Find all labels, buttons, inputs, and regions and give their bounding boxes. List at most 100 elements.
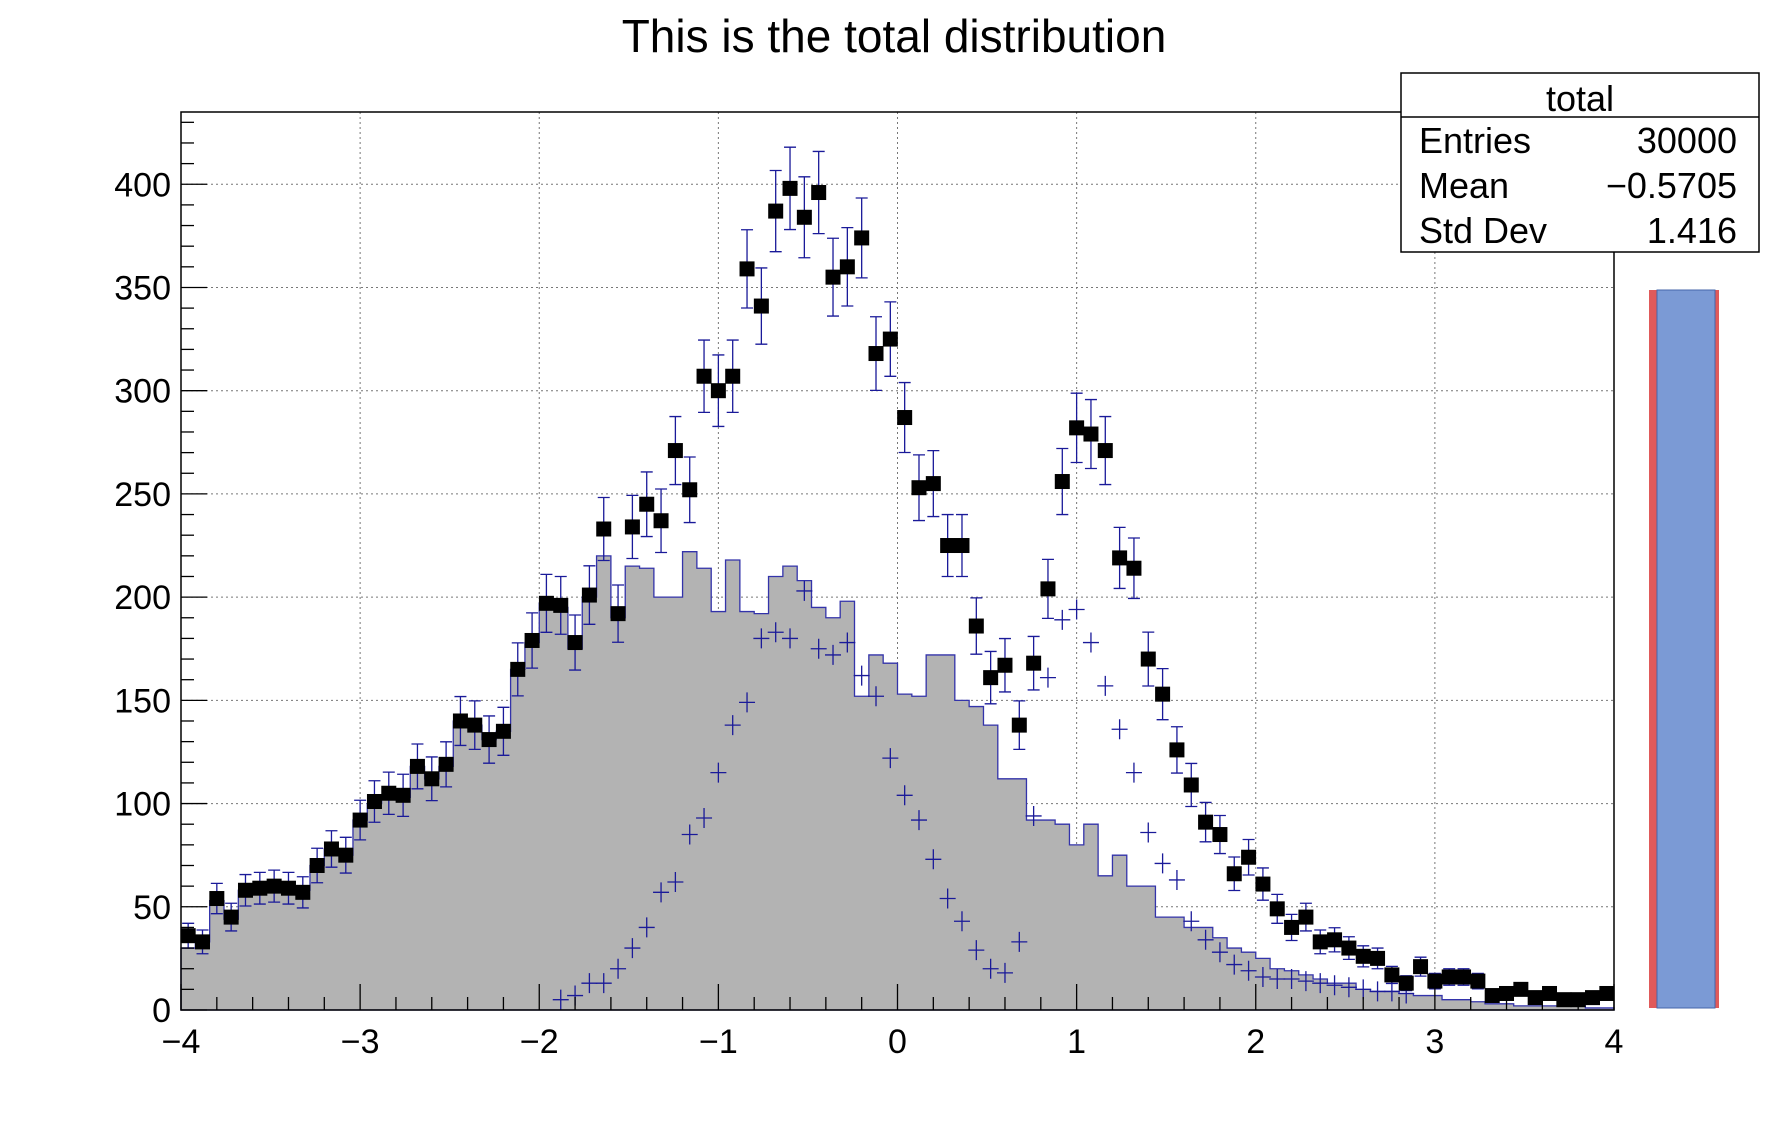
cross-marker	[1269, 969, 1286, 990]
cross-marker	[1297, 971, 1314, 992]
square-marker	[911, 480, 927, 496]
y-tick-label: 100	[114, 786, 171, 824]
x-tick-label: 4	[1605, 1023, 1624, 1061]
square-marker	[1241, 849, 1257, 865]
square-marker	[1384, 967, 1400, 983]
square-marker	[1026, 655, 1042, 671]
y-tick-label: 50	[133, 889, 171, 927]
square-marker	[381, 785, 397, 801]
x-tick-label: −4	[162, 1023, 201, 1061]
cross-marker	[925, 849, 942, 870]
cross-marker	[724, 715, 741, 736]
cross-marker	[882, 748, 899, 769]
square-marker	[352, 812, 368, 828]
filled-step-series	[180, 551, 1615, 1011]
square-marker	[868, 346, 884, 362]
x-tick-label: −3	[341, 1023, 380, 1061]
square-marker	[1470, 973, 1486, 989]
stats-stddev-value: 1.416	[1647, 210, 1737, 251]
square-marker	[395, 787, 411, 803]
cross-marker	[1240, 960, 1257, 981]
cross-marker	[1068, 599, 1085, 620]
square-marker	[1083, 426, 1099, 442]
cross-marker	[1039, 667, 1056, 688]
square-marker	[696, 368, 712, 384]
square-marker	[452, 713, 468, 729]
square-marker	[1054, 474, 1070, 490]
square-marker	[338, 847, 354, 863]
cross-marker	[1140, 822, 1157, 843]
square-marker	[796, 209, 812, 225]
cross-marker	[653, 882, 670, 903]
cross-marker	[552, 989, 569, 1010]
cross-marker	[853, 665, 870, 686]
square-marker	[1355, 948, 1371, 964]
square-marker	[280, 880, 296, 896]
y-tick-label: 0	[152, 992, 171, 1030]
palette-bar-fill	[1656, 289, 1716, 1009]
stats-mean-value: −0.5705	[1606, 165, 1737, 206]
stats-box-frame	[1400, 72, 1760, 253]
cross-marker	[1097, 675, 1114, 696]
square-marker	[553, 597, 569, 613]
square-marker	[209, 891, 225, 907]
square-marker	[1527, 990, 1543, 1006]
square-marker	[1327, 932, 1343, 948]
square-marker	[1370, 950, 1386, 966]
cross-marker	[667, 872, 684, 893]
square-marker	[266, 878, 282, 894]
square-marker	[610, 606, 626, 622]
square-marker	[194, 934, 210, 950]
square-marker	[710, 383, 726, 399]
square-marker	[1585, 990, 1601, 1006]
square-marker	[481, 732, 497, 748]
square-marker	[409, 758, 425, 774]
square-marker	[1183, 777, 1199, 793]
stats-mean-label: Mean	[1419, 165, 1509, 206]
cross-marker	[782, 628, 799, 649]
stats-entries-label: Entries	[1419, 120, 1531, 161]
cross-marker	[968, 940, 985, 961]
square-marker	[1599, 985, 1615, 1001]
square-marker	[1341, 940, 1357, 956]
y-tick-label: 400	[114, 166, 171, 204]
square-marker	[968, 618, 984, 634]
square-marker	[309, 857, 325, 873]
y-tick-label: 350	[114, 269, 171, 307]
palette-bar	[1649, 289, 1719, 1009]
square-marker	[1441, 969, 1457, 985]
cross-marker	[839, 632, 856, 653]
square-marker	[1312, 934, 1328, 950]
cross-marker	[825, 644, 842, 665]
cross-marker	[1168, 869, 1185, 890]
cross-marker	[953, 911, 970, 932]
cross-marker	[982, 958, 999, 979]
square-marker	[1069, 420, 1085, 436]
cross-marker	[1011, 931, 1028, 952]
square-marker	[1513, 981, 1529, 997]
cross-marker	[1369, 981, 1386, 1002]
cross-marker	[868, 686, 885, 707]
cross-marker	[710, 762, 727, 783]
cross-marker	[1111, 719, 1128, 740]
stats-entries-value: 30000	[1637, 120, 1737, 161]
cross-marker	[796, 580, 813, 601]
square-marker	[1140, 651, 1156, 667]
square-marker	[524, 632, 540, 648]
y-tick-label: 250	[114, 476, 171, 514]
square-marker	[825, 269, 841, 285]
cross-marker	[1183, 911, 1200, 932]
square-marker	[538, 595, 554, 611]
cross-marker	[1312, 973, 1329, 994]
square-marker	[624, 519, 640, 535]
square-marker	[1126, 560, 1142, 576]
square-marker	[997, 657, 1013, 673]
cross-marker	[595, 973, 612, 994]
square-marker	[1155, 686, 1171, 702]
cross-marker	[910, 810, 927, 831]
cross-marker	[767, 622, 784, 643]
x-tick-label: 1	[1067, 1023, 1086, 1061]
square-marker	[1542, 985, 1558, 1001]
cross-marker-series	[552, 580, 1415, 1010]
